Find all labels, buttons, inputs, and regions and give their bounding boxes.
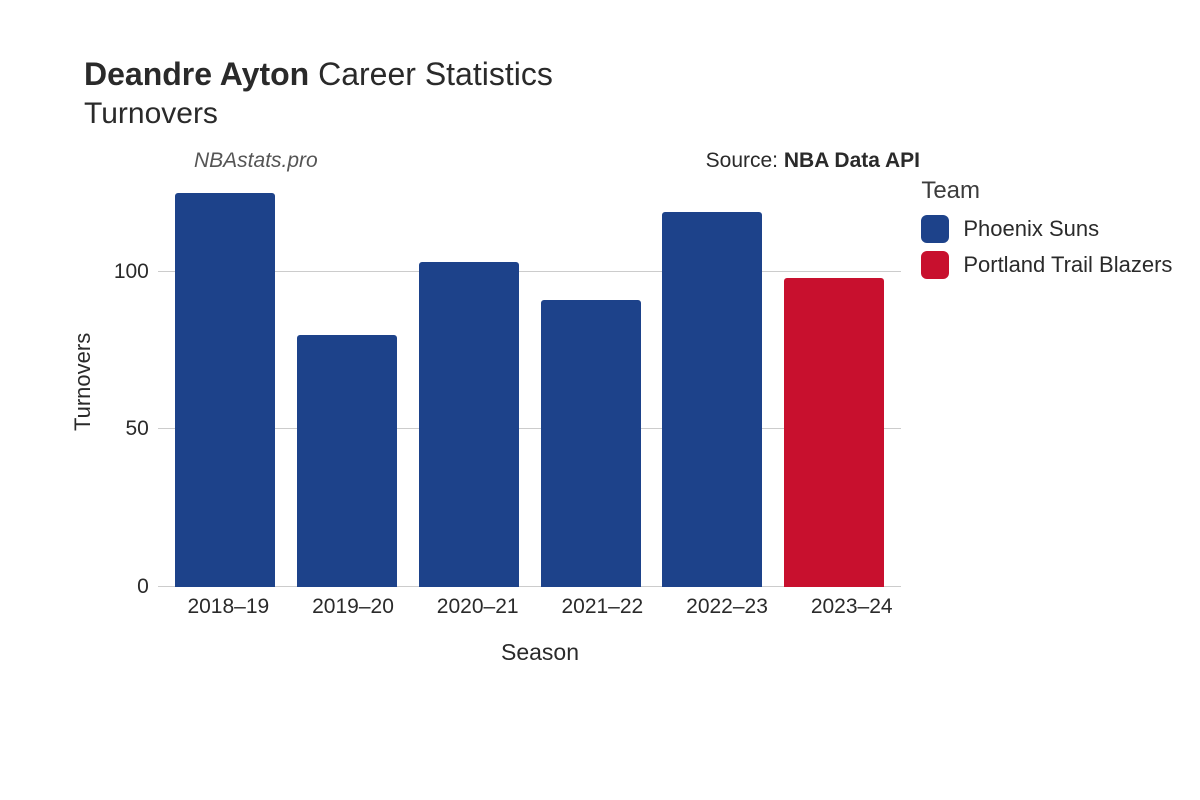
page-root: Deandre Ayton Career Statistics Turnover… [0,0,1200,800]
legend-swatch [921,251,949,279]
bar [662,212,762,587]
title-player-name: Deandre Ayton [84,56,309,92]
legend-title: Team [921,177,1176,205]
y-axis-label: Turnovers [64,177,102,587]
bar-slot [773,177,895,587]
bars-container [158,177,901,587]
legend-swatch [921,215,949,243]
x-tick-label: 2023–24 [789,595,914,619]
bar-slot [286,177,408,587]
plot-wrap: Turnovers 050100 Team Phoenix SunsPortla… [64,177,1176,587]
bar [419,262,519,587]
y-axis-ticks: 050100 [102,177,157,587]
bar-slot [164,177,286,587]
x-axis-ticks: 2018–192019–202020–212021–222022–232023–… [160,587,920,619]
x-axis-label: Season [160,639,920,666]
source-label: Source: [706,149,784,172]
x-tick-label: 2020–21 [415,595,540,619]
bar-slot [651,177,773,587]
x-tick-label: 2018–19 [166,595,291,619]
bar-slot [530,177,652,587]
site-credit: NBAstats.pro [194,149,318,173]
legend-item: Portland Trail Blazers [921,251,1176,279]
title-block: Deandre Ayton Career Statistics Turnover… [84,56,1176,131]
bar [175,193,275,587]
plot-area [157,177,901,587]
chart-title: Deandre Ayton Career Statistics [84,56,1176,93]
x-tick-label: 2021–22 [540,595,665,619]
title-suffix: Career Statistics [309,56,553,92]
bar [784,278,884,587]
legend-label: Phoenix Suns [963,216,1099,242]
bar-slot [408,177,530,587]
figure: NBAstats.pro Source: NBA Data API Turnov… [64,149,1176,666]
bar [541,300,641,587]
x-tick-label: 2022–23 [665,595,790,619]
y-tick-label: 50 [101,417,149,441]
source-credit: Source: NBA Data API [706,149,920,173]
legend-label: Portland Trail Blazers [963,252,1172,278]
legend: Team Phoenix Suns Portland Trail Blazers [921,177,1176,287]
annotation-row: NBAstats.pro Source: NBA Data API [160,149,920,177]
bar [297,335,397,587]
y-tick-label: 100 [101,260,149,284]
x-tick-label: 2019–20 [291,595,416,619]
legend-item: Phoenix Suns [921,215,1176,243]
chart-subtitle: Turnovers [84,97,1176,131]
source-name: NBA Data API [784,149,920,172]
y-tick-label: 0 [101,575,149,599]
legend-items: Phoenix Suns Portland Trail Blazers [921,215,1176,279]
